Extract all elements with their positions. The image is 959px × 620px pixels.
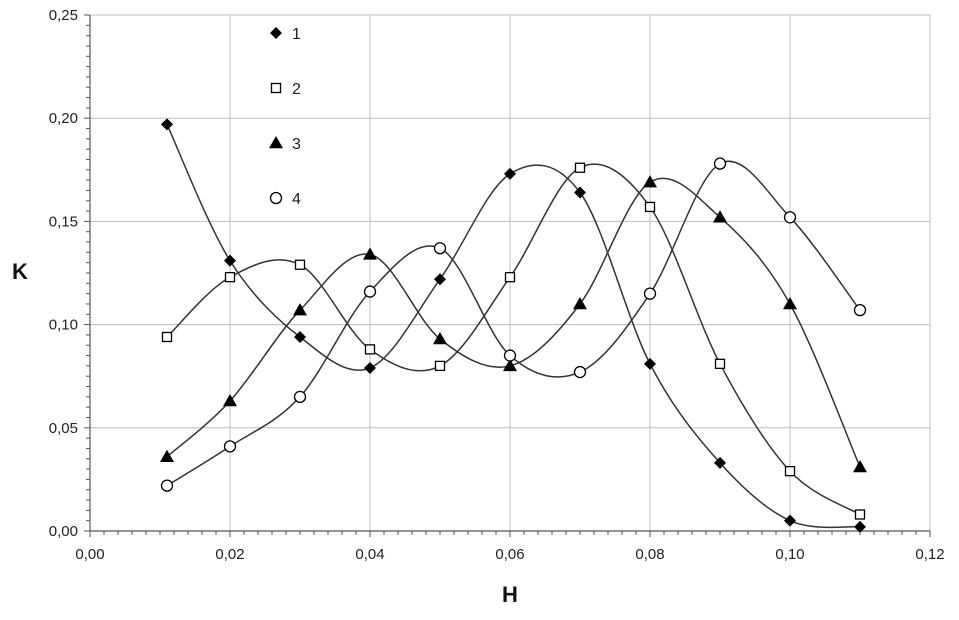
series-2-legend-point: [270, 82, 282, 94]
series-4-point: [293, 390, 307, 403]
series-3-point: [783, 296, 797, 310]
legend-label-3: 3: [292, 136, 301, 153]
series-2-point: [644, 201, 656, 213]
series-1-point: [434, 273, 446, 286]
series-2-point: [714, 358, 726, 369]
series-1-point: [504, 167, 516, 180]
series-2-point: [294, 259, 306, 270]
series-3-point: [503, 358, 517, 372]
series-3-point: [160, 449, 174, 462]
x-tick-label: 0,08: [635, 546, 664, 563]
series-1-point: [714, 456, 726, 469]
series-4-point: [503, 349, 517, 362]
series-3-point: [293, 303, 307, 316]
y-axis-title: K: [12, 259, 28, 284]
series-2-point: [504, 271, 516, 283]
x-tick-label: 0,00: [75, 546, 104, 563]
series-1-point: [224, 254, 236, 267]
legend-label-4: 4: [292, 191, 301, 208]
series-4-curve: [166, 160, 861, 487]
series-2-curve: [166, 163, 861, 516]
series-4-point: [713, 157, 727, 170]
legend-label-1: 1: [292, 26, 301, 43]
y-tick-label: 0,05: [49, 420, 78, 437]
x-tick-label: 0,02: [215, 546, 244, 563]
series-1-point: [644, 357, 656, 370]
series-4-point: [853, 304, 867, 317]
series-3-point: [223, 393, 237, 407]
series-1-point: [161, 118, 173, 131]
x-tick-label: 0,10: [775, 546, 804, 563]
series-1-point: [364, 361, 376, 374]
series-4-point: [783, 211, 797, 224]
series-1-point: [294, 330, 306, 343]
series-3-point: [713, 210, 727, 223]
series-3-curve: [166, 177, 861, 468]
series-3-point: [853, 460, 867, 473]
series-4-point: [223, 440, 237, 453]
x-tick-label: 0,12: [915, 546, 944, 563]
series-3-point: [573, 296, 587, 310]
series-2-point: [854, 509, 866, 520]
legend-label-2: 2: [292, 81, 301, 98]
series-2-point: [574, 162, 586, 173]
y-tick-label: 0,20: [49, 110, 78, 127]
series-1-curve: [166, 124, 861, 529]
series-4-point: [363, 285, 377, 298]
y-tick-label: 0,00: [49, 523, 78, 540]
series-3-point: [643, 175, 657, 188]
y-tick-label: 0,15: [49, 213, 78, 230]
y-tick-label: 0,25: [49, 7, 78, 24]
series-4-point: [160, 479, 174, 492]
series-2-point: [364, 344, 376, 355]
series-4-point: [433, 242, 447, 255]
series-4-point: [643, 287, 657, 300]
series-4-legend-point: [269, 191, 283, 205]
series-1-legend-point: [270, 27, 282, 39]
series-3-point: [363, 247, 377, 260]
series-1-point: [784, 514, 796, 527]
series-1-point: [854, 520, 866, 533]
series-2-point: [224, 271, 236, 283]
y-tick-label: 0,10: [49, 317, 78, 334]
series-2-point: [434, 360, 446, 372]
x-axis-title: H: [502, 582, 518, 607]
series-3-point: [433, 332, 447, 345]
x-tick-label: 0,04: [355, 546, 384, 563]
series-1-point: [574, 186, 586, 199]
series-4-point: [573, 365, 587, 379]
series-2-point: [161, 331, 173, 343]
series-2-point: [784, 465, 796, 477]
x-tick-label: 0,06: [495, 546, 524, 563]
series-3-legend-point: [269, 136, 283, 149]
